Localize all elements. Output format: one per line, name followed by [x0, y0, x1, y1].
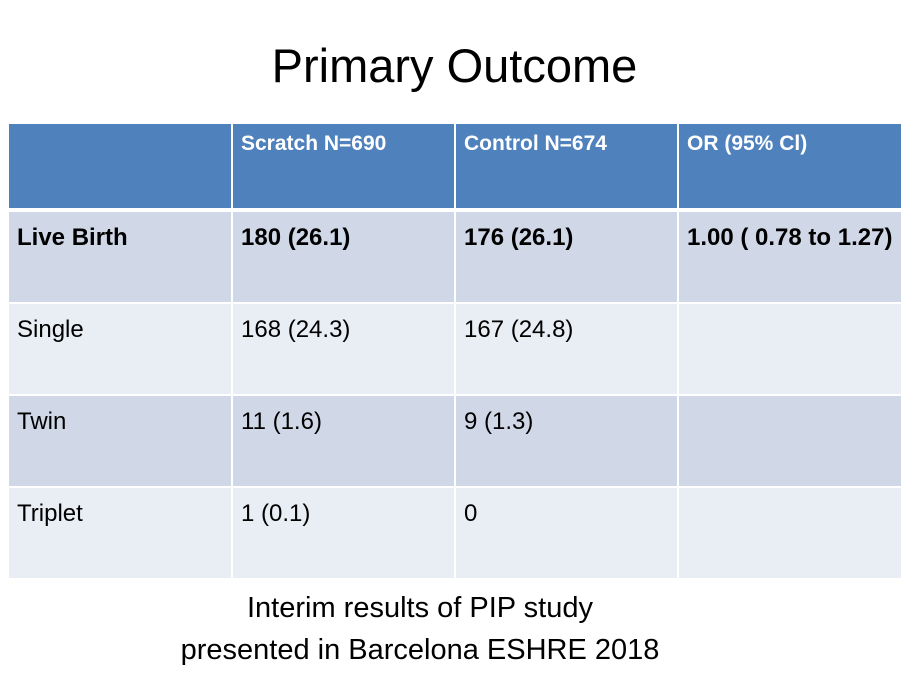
cell-control-value: 167 (24.8): [455, 303, 679, 396]
caption-line-2: presented in Barcelona ESHRE 2018: [180, 634, 660, 666]
header-cell-empty: [9, 124, 233, 212]
table-row: Twin 11 (1.6) 9 (1.3): [9, 395, 901, 488]
slide-title: Primary Outcome: [271, 39, 638, 92]
cell-odds-ratio-value: [678, 303, 901, 396]
slide-caption: Interim results of PIP study presented i…: [0, 587, 840, 671]
cell-control-value: 9 (1.3): [455, 395, 679, 488]
table-row: Live Birth 180 (26.1) 176 (26.1) 1.00 ( …: [9, 210, 901, 304]
primary-outcome-table: Scratch N=690 Control N=674 OR (95% Cl) …: [9, 124, 901, 580]
cell-scratch-value: 11 (1.6): [232, 395, 456, 488]
cell-control-value: 0: [455, 487, 679, 580]
header-cell-odds-ratio: OR (95% Cl): [678, 124, 901, 212]
cell-control-value: 176 (26.1): [455, 210, 679, 304]
caption-line-1: Interim results of PIP study: [247, 592, 593, 624]
header-cell-control: Control N=674: [455, 124, 679, 212]
cell-scratch-value: 180 (26.1): [232, 210, 456, 304]
table-row: Single 168 (24.3) 167 (24.8): [9, 303, 901, 396]
row-label-live-birth: Live Birth: [9, 210, 233, 304]
row-label-twin: Twin: [9, 395, 233, 488]
cell-scratch-value: 168 (24.3): [232, 303, 456, 396]
table-row: Triplet 1 (0.1) 0: [9, 487, 901, 580]
row-label-single: Single: [9, 303, 233, 396]
cell-scratch-value: 1 (0.1): [232, 487, 456, 580]
header-cell-scratch: Scratch N=690: [232, 124, 456, 212]
table-header-row: Scratch N=690 Control N=674 OR (95% Cl): [9, 124, 901, 212]
cell-odds-ratio-value: [678, 487, 901, 580]
cell-odds-ratio-value: [678, 395, 901, 488]
cell-odds-ratio-value: 1.00 ( 0.78 to 1.27): [678, 210, 901, 304]
row-label-triplet: Triplet: [9, 487, 233, 580]
